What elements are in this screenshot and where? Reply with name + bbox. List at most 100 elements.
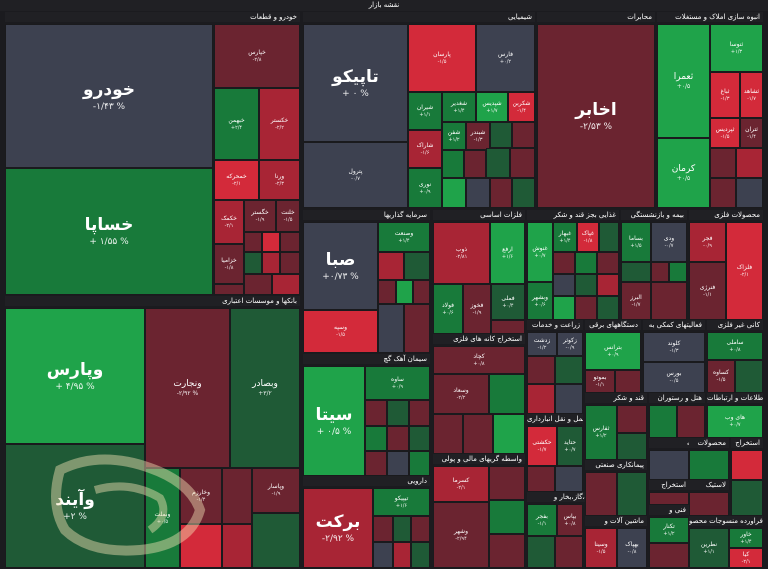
sector-header-cement[interactable]: سیمان آهک گچ [303, 354, 430, 364]
tile-khbahman[interactable]: خبهمن +۲/۴ [214, 88, 259, 160]
tile-filler[interactable] [510, 148, 535, 178]
sector-header-finance[interactable]: واسطه گریهای مالی و پولی [433, 454, 525, 464]
tile-vdey[interactable]: ودی -۰/۷ [651, 222, 687, 262]
tile-filler[interactable] [553, 274, 575, 296]
tile-akhaber[interactable]: اخابر -۲/۵۳ % [537, 24, 655, 208]
tile-filler[interactable] [409, 451, 430, 476]
tile-filler[interactable] [409, 400, 430, 426]
tile-fajr[interactable]: فجر -۰/۹ [689, 222, 726, 262]
sector-header-realestate[interactable]: انبوه سازی املاک و مستغلات [657, 12, 763, 22]
tile-filler[interactable] [262, 232, 280, 252]
tile-ksarma[interactable]: کسرما -۲/۱ [433, 466, 489, 502]
tile-filler[interactable] [527, 536, 555, 568]
tile-filler[interactable] [378, 304, 404, 353]
tile-vsepah[interactable]: وسپه -۱/۵ [303, 310, 378, 353]
sector-header-mining[interactable]: استخراج کانه های فلزی [433, 334, 525, 344]
tile-filler[interactable] [490, 122, 512, 148]
sector-header-banks[interactable]: بانکها و موسسات اعتباری [5, 296, 300, 306]
tile-petrol[interactable]: پترول -۰/۷ [303, 142, 408, 208]
tile-fkhuz[interactable]: فخوز -۱/۹ [463, 284, 491, 334]
tile-khavar[interactable]: خاور +۱/۴ [729, 528, 763, 548]
tile-filler[interactable] [575, 274, 597, 296]
sector-header-rubber[interactable]: لاستیک [689, 480, 729, 490]
tile-filler[interactable] [735, 360, 763, 393]
tile-filler[interactable] [272, 274, 300, 295]
tile-filler[interactable] [222, 524, 252, 568]
tile-filler[interactable] [651, 262, 669, 282]
sector-header-extraction-2[interactable]: استخراج [649, 480, 689, 490]
tile-khkomak[interactable]: خکمک -۲/۱ [214, 200, 244, 244]
tile-filler[interactable] [651, 282, 687, 320]
sector-header-telecom[interactable]: محابرات [537, 12, 655, 22]
sector-header-technical[interactable]: فنی و [649, 505, 689, 515]
tile-filler[interactable] [555, 384, 583, 414]
tile-shghadir[interactable]: شغدیر +۱/۴ [442, 92, 476, 122]
tile-filler[interactable] [555, 356, 583, 384]
tile-filler[interactable] [466, 178, 490, 208]
tile-filler[interactable] [710, 148, 736, 178]
tile-filler[interactable] [736, 178, 763, 208]
tile-filler[interactable] [649, 450, 689, 480]
tile-filler[interactable] [617, 472, 647, 516]
tile-filler[interactable] [387, 451, 409, 476]
tile-filler[interactable] [512, 122, 535, 148]
tile-hayweb[interactable]: های وب +۰/۷ [707, 405, 763, 438]
tile-filler[interactable] [597, 252, 619, 274]
tile-filler[interactable] [553, 252, 575, 274]
tile-filler[interactable] [404, 304, 430, 353]
tile-filler[interactable] [413, 280, 430, 304]
tile-parsan[interactable]: پارسان -۱/۵ [408, 24, 476, 92]
tile-vsanat[interactable]: وصنعت +۱/۴ [378, 222, 430, 252]
tile-vshahr[interactable]: وشهر -۲/۹۴ [433, 502, 489, 568]
tile-filler[interactable] [409, 426, 430, 451]
tile-filler[interactable] [393, 542, 411, 568]
tile-filler[interactable] [442, 178, 466, 208]
tile-filler[interactable] [280, 252, 300, 274]
tile-filler[interactable] [244, 274, 272, 295]
tile-zob[interactable]: ذوب -۲/۸۱ [433, 222, 490, 284]
tile-spardis[interactable]: ثپردیس -۱/۵ [710, 118, 740, 148]
tile-sshahed[interactable]: ثشاهد -۱/۷ [740, 72, 763, 118]
tile-filler[interactable] [527, 466, 555, 492]
tile-filler[interactable] [393, 516, 411, 542]
tile-filler[interactable] [489, 466, 525, 500]
tile-filler[interactable] [585, 472, 617, 516]
sector-header-investment[interactable]: سرمایه گذاریها [303, 210, 430, 220]
tile-zdasht[interactable]: زدشت -۱/۲ [527, 332, 557, 356]
sector-header-food[interactable]: غذایی بجز قند و شکر [527, 210, 619, 220]
tile-khpars[interactable]: خپارس -۲/۸ [214, 24, 300, 88]
sector-header-metal-products[interactable]: محصولات فلزی [689, 210, 763, 220]
tile-filler[interactable] [244, 232, 262, 252]
tile-sanusa[interactable]: ثنوسا +۱/۳ [710, 24, 763, 72]
sector-header-transport[interactable]: حمل و نقل انبارداری [527, 414, 583, 424]
tile-filler[interactable] [669, 262, 687, 282]
tile-shiran[interactable]: شیران +۱/۱ [408, 92, 442, 130]
tile-bmoto[interactable]: بموتو -۱/۱ [585, 370, 615, 393]
tile-filler[interactable] [555, 536, 583, 568]
tile-filler[interactable] [486, 148, 510, 178]
tile-ghnush[interactable]: غنوش +۰/۷ [527, 222, 553, 282]
sector-header-pharma[interactable]: دارویی [303, 476, 430, 486]
tile-filler[interactable] [214, 284, 244, 295]
tile-filler[interactable] [280, 232, 300, 252]
tile-khzamia[interactable]: خزامیا -۱/۸ [214, 244, 244, 284]
tile-filler[interactable] [222, 468, 252, 524]
tile-ksaveh[interactable]: کساوه -۱/۵ [707, 360, 735, 393]
tile-filler[interactable] [365, 426, 387, 451]
tile-filler[interactable] [553, 296, 575, 320]
tile-filler[interactable] [433, 414, 463, 454]
tile-khlent[interactable]: خلنت -۱/۵ [276, 200, 300, 232]
tile-filler[interactable] [491, 320, 525, 334]
tile-filler[interactable] [527, 356, 555, 384]
sector-header-auto[interactable]: خودرو و قطعات [5, 12, 300, 22]
sector-header-electrical[interactable]: دستگاههای برقی [585, 320, 641, 330]
tile-filler[interactable] [373, 542, 393, 568]
sector-header-chemical[interactable]: شیمیایی [303, 12, 535, 22]
tile-filler[interactable] [710, 178, 736, 208]
tile-kechad[interactable]: کچاد +۰/۸ [433, 346, 525, 374]
tile-filler[interactable] [387, 400, 409, 426]
tile-filler[interactable] [649, 405, 677, 438]
tile-bpas[interactable]: بپاس +۰/۸ [557, 504, 583, 536]
sector-header-support[interactable]: فعالیتهای کمکی به [643, 320, 705, 330]
tile-foolad[interactable]: فولاد +۰/۶ [433, 284, 463, 334]
